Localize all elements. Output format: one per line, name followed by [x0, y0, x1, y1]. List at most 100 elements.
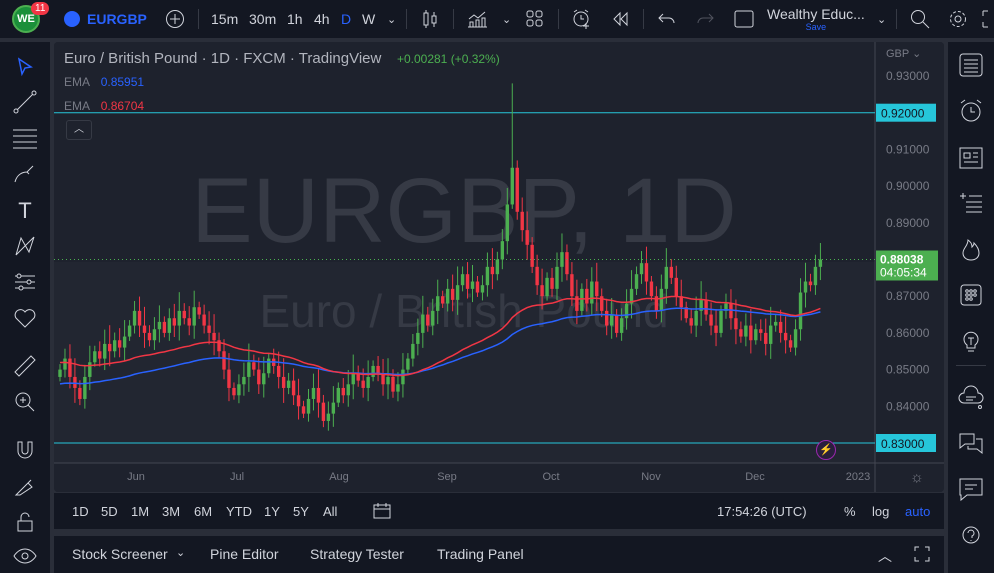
lock-icon[interactable] — [13, 510, 37, 534]
search-icon[interactable] — [910, 0, 930, 38]
compare-plus-icon[interactable] — [165, 0, 185, 38]
date-range-icon[interactable] — [373, 503, 391, 519]
log-toggle[interactable]: log — [872, 503, 890, 519]
eye-icon[interactable] — [13, 544, 37, 568]
percent-toggle[interactable]: % — [844, 503, 856, 519]
interval-d[interactable]: D — [341, 11, 352, 27]
range-1y[interactable]: 1Y — [264, 503, 280, 519]
candle-body — [192, 307, 196, 326]
chart-pane[interactable]: EURGBP, 1D Euro / British Pound GBP ⌄ 0.930… — [54, 42, 944, 492]
indicators-chevron-down-icon[interactable]: ⌄ — [502, 13, 512, 26]
tab-stock-screener[interactable]: Stock Screener — [72, 546, 168, 562]
alert-add-icon[interactable] — [571, 0, 593, 38]
gear-icon[interactable] — [948, 0, 968, 38]
flag-icon — [64, 11, 80, 27]
candle-body — [381, 373, 385, 385]
chat-cloud-icon[interactable] — [958, 384, 984, 410]
tab-trading-panel[interactable]: Trading Panel — [437, 546, 524, 562]
candle-body — [386, 376, 390, 385]
range-5d[interactable]: 5D — [101, 503, 118, 519]
candle-body — [117, 340, 122, 348]
candle-body — [132, 310, 137, 326]
candle-body — [739, 329, 743, 337]
lock-drawing-icon[interactable] — [13, 474, 37, 498]
tab-pine-editor[interactable]: Pine Editor — [210, 546, 279, 562]
candle-body — [798, 292, 803, 330]
symbol-search[interactable]: EURGBP — [64, 0, 147, 38]
save-label: Save — [805, 22, 827, 32]
help-icon[interactable] — [958, 522, 984, 548]
range-3m[interactable]: 3M — [162, 503, 181, 519]
fullscreen-square-icon[interactable] — [734, 0, 754, 38]
user-avatar[interactable]: WE 11 — [12, 0, 50, 38]
candles-chart-type-icon[interactable] — [421, 0, 439, 38]
trend-line-icon[interactable] — [13, 90, 37, 114]
auto-toggle[interactable]: auto — [905, 503, 931, 519]
watchlist-icon[interactable] — [958, 52, 984, 78]
range-all[interactable]: All — [323, 503, 338, 519]
prediction-icon[interactable] — [13, 270, 37, 294]
brush-icon[interactable] — [13, 162, 37, 186]
range-6m[interactable]: 6M — [194, 503, 213, 519]
layout-name-button[interactable]: Wealthy Educ... Save — [767, 0, 865, 38]
ruler-icon[interactable] — [13, 354, 37, 378]
chevron-up-icon[interactable]: ︿ — [878, 548, 892, 564]
redo-icon[interactable] — [696, 0, 714, 38]
heart-icon[interactable] — [13, 306, 37, 330]
undo-icon[interactable] — [658, 0, 676, 38]
news-icon[interactable] — [958, 145, 984, 171]
pattern-icon[interactable] — [13, 234, 37, 258]
ideas-lightbulb-icon[interactable] — [958, 328, 984, 354]
legend: Euro / British Pound · 1D · FXCM · Tradi… — [64, 50, 500, 67]
messages-icon[interactable] — [958, 476, 984, 502]
zoom-in-icon[interactable] — [13, 390, 37, 414]
calendar-icon[interactable] — [958, 282, 984, 308]
collapse-legend-button[interactable]: ︿ — [66, 120, 92, 140]
legend-change: +0.00281 (+0.32%) — [396, 52, 500, 66]
candle-body — [475, 281, 480, 293]
fib-retracement-icon[interactable] — [13, 126, 37, 150]
candle-body — [580, 288, 584, 311]
candle-body — [540, 285, 544, 297]
candle-body — [376, 365, 380, 374]
chats-icon[interactable] — [958, 430, 984, 456]
candle-body — [232, 387, 236, 396]
candle-body — [778, 321, 783, 333]
interval-1h[interactable]: 1h — [287, 11, 303, 27]
clock[interactable]: 17:54:26 (UTC) — [717, 503, 807, 519]
interval-chevron-down-icon[interactable]: ⌄ — [387, 13, 397, 26]
layout-chevron-down-icon[interactable]: ⌄ — [877, 13, 887, 26]
text-icon[interactable]: T — [18, 198, 32, 223]
alert-bolt-icon[interactable]: ⚡ — [816, 440, 836, 460]
maximize-icon[interactable] — [914, 546, 930, 562]
indicators-icon[interactable] — [467, 0, 487, 38]
range-5y[interactable]: 5Y — [293, 503, 309, 519]
layout-grid-icon[interactable] — [526, 0, 544, 38]
fullscreen-icon[interactable] — [982, 0, 994, 38]
interval-4h[interactable]: 4h — [314, 11, 330, 27]
ema-red-line — [59, 295, 821, 377]
alarm-clock-icon[interactable] — [958, 98, 984, 124]
candle-body — [311, 387, 316, 399]
ema-legend-2[interactable]: EMA 0.86704 — [64, 99, 145, 113]
tab-strategy-tester[interactable]: Strategy Tester — [310, 546, 404, 562]
range-ytd[interactable]: YTD — [226, 503, 252, 519]
interval-w[interactable]: W — [362, 11, 376, 27]
replay-icon[interactable] — [611, 0, 629, 38]
add-list-icon[interactable] — [958, 190, 984, 216]
candle-body — [619, 318, 624, 333]
candle-body — [709, 314, 713, 326]
candle-body — [361, 380, 365, 388]
hotlist-fire-icon[interactable] — [958, 236, 984, 262]
bottom-panel-tabs: Stock Screener ⌄ Pine Editor Strategy Te… — [54, 536, 944, 573]
candle-body — [654, 296, 659, 311]
interval-30m[interactable]: 30m — [249, 11, 277, 27]
candle-body — [749, 325, 753, 341]
ema-legend-1[interactable]: EMA 0.85951 — [64, 75, 145, 89]
magnet-icon[interactable] — [13, 438, 37, 462]
range-1d[interactable]: 1D — [72, 503, 89, 519]
interval-15m[interactable]: 15m — [211, 11, 239, 27]
cursor-icon[interactable] — [13, 56, 37, 80]
range-1m[interactable]: 1M — [131, 503, 150, 519]
screener-chevron-down-icon[interactable]: ⌄ — [176, 547, 186, 559]
